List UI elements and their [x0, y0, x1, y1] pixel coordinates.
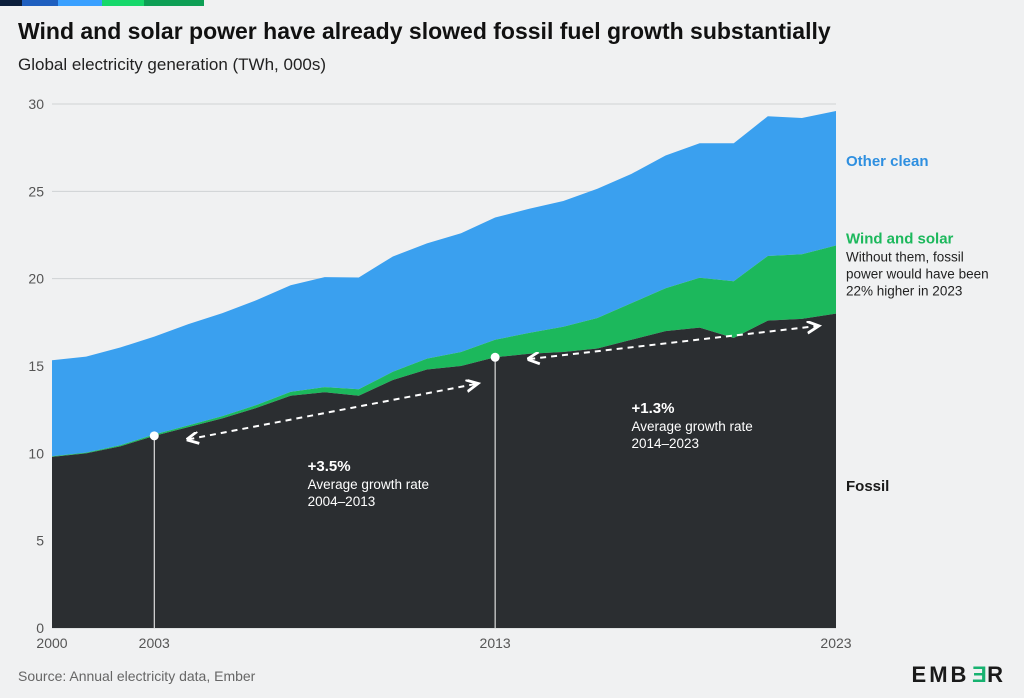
ember-logo: EMBER — [912, 662, 1006, 688]
chart-subtitle: Global electricity generation (TWh, 000s… — [18, 55, 1006, 75]
svg-text:30: 30 — [28, 96, 44, 112]
svg-text:20: 20 — [28, 271, 44, 287]
svg-text:+1.3%: +1.3% — [631, 400, 674, 417]
logo-part-2: E — [969, 662, 987, 688]
svg-text:22% higher in 2023: 22% higher in 2023 — [846, 283, 962, 298]
svg-text:Average growth rate: Average growth rate — [631, 419, 752, 434]
svg-text:Other clean: Other clean — [846, 153, 929, 170]
svg-text:10: 10 — [28, 445, 44, 461]
svg-text:power would have been: power would have been — [846, 266, 989, 281]
svg-text:2023: 2023 — [820, 635, 851, 651]
chart-plot-area: 0 5 10 15 20 25 30 2000 2003 2013 2023 Other clean W… — [18, 96, 1006, 654]
logo-part-3: R — [987, 662, 1006, 687]
source-text: Source: Annual electricity data, Ember — [18, 668, 255, 684]
svg-text:2014–2023: 2014–2023 — [631, 436, 699, 451]
svg-text:5: 5 — [36, 533, 44, 549]
svg-text:2013: 2013 — [480, 635, 511, 651]
svg-text:0: 0 — [36, 620, 44, 636]
chart-title: Wind and solar power have already slowed… — [18, 18, 1006, 45]
svg-text:Average growth rate: Average growth rate — [308, 477, 429, 492]
svg-text:15: 15 — [28, 358, 44, 374]
area-chart-svg: 0 5 10 15 20 25 30 2000 2003 2013 2023 Other clean W… — [18, 96, 1006, 654]
svg-text:25: 25 — [28, 183, 44, 199]
svg-text:2000: 2000 — [36, 635, 67, 651]
svg-text:2004–2013: 2004–2013 — [308, 494, 376, 509]
chart-container: Wind and solar power have already slowed… — [18, 18, 1006, 684]
svg-text:2003: 2003 — [139, 635, 170, 651]
svg-text:Without them, fossil: Without them, fossil — [846, 249, 964, 264]
svg-text:Fossil: Fossil — [846, 478, 889, 495]
logo-part-1: EMB — [912, 662, 970, 687]
svg-text:Wind and solar: Wind and solar — [846, 230, 954, 247]
svg-text:+3.5%: +3.5% — [308, 458, 351, 475]
decorative-top-bar — [0, 0, 204, 6]
